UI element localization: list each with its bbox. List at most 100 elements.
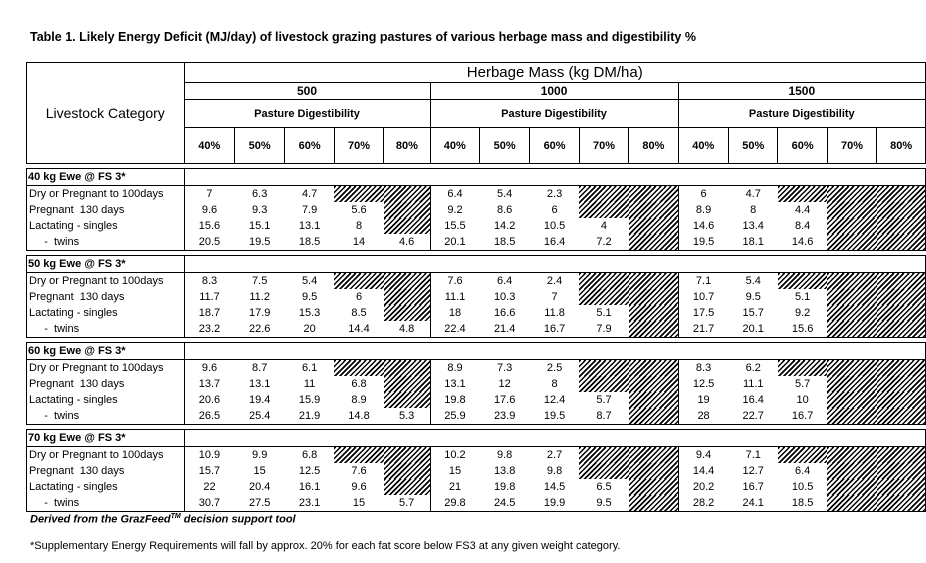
value-cell: 5.4 (745, 275, 761, 287)
hatched-cell (876, 234, 926, 251)
table-row: - twins 26.5 25.4 21.9 14.8 5.3 25.9 23.9 19.5 8.… (26, 408, 926, 425)
value-cell: 4.7 (301, 188, 318, 200)
table-row: Dry or Pregnant to 100days 9.6 8.7 6.1 8.9 7.… (26, 359, 926, 376)
table-row: - twins 20.5 19.5 18.5 14 4.6 20.1 18.5 16.4 7.2 1… (26, 234, 926, 251)
value-cell: 10.9 (183, 446, 235, 463)
value-cell: 18 (429, 305, 480, 321)
value-cell: 14 (334, 234, 384, 251)
table-row: Lactating - singles 22 20.4 16.1 9.6 21 19.8 14… (26, 479, 926, 495)
value-cell: 17.5 (677, 305, 729, 321)
row-label: Dry or Pregnant to 100days (26, 446, 185, 463)
hatched-cell (383, 463, 431, 479)
value-cell: 8.9 (677, 202, 729, 218)
value-cell: 8.9 (429, 359, 480, 376)
livestock-category-header: Livestock Category (26, 62, 185, 164)
value-cell: 4.4 (794, 204, 811, 216)
hatched-cell (628, 479, 679, 495)
hatched-cell (777, 359, 828, 376)
value-cell: 9.5 (745, 291, 761, 303)
value-cell: 8.3 (677, 359, 729, 376)
value-cell: 13.7 (183, 376, 235, 392)
value-cell: 5.6 (351, 204, 367, 216)
value-cell: 11 (303, 378, 316, 390)
value-cell: 7.9 (579, 321, 629, 338)
value-cell: 27.5 (234, 495, 285, 512)
table-row: Pregnant 130 days 13.7 13.1 11 6.8 13.1 12 8 12.… (26, 376, 926, 392)
value-cell: 18.5 (284, 234, 335, 251)
pasture-digestibility-header: Pasture Digestibility (677, 99, 926, 128)
value-cell: 9.4 (677, 446, 729, 463)
value-cell: 12.5 (298, 465, 321, 477)
value-cell: 4 (600, 220, 608, 232)
value-cell: 9.2 (429, 202, 480, 218)
value-cell: 11.1 (742, 378, 764, 390)
value-cell: 22.4 (429, 321, 480, 338)
value-cell: 16.7 (777, 408, 828, 425)
value-cell: 19.9 (529, 495, 580, 512)
hatched-cell (383, 305, 431, 321)
value-cell: 6.2 (745, 362, 761, 374)
row-label: - twins (26, 408, 185, 425)
value-cell: 13.1 (298, 220, 321, 232)
value-cell: 28 (677, 408, 729, 425)
hatched-cell (876, 463, 926, 479)
hatched-cell (827, 392, 877, 408)
value-cell: 22.6 (234, 321, 285, 338)
row-label: Lactating - singles (26, 392, 185, 408)
value-cell: 15.3 (298, 307, 321, 319)
value-cell: 24.5 (479, 495, 530, 512)
value-cell: 6 (677, 185, 729, 202)
hatched-cell (628, 408, 679, 425)
table-row: Pregnant 130 days 15.7 15 12.5 7.6 15 13.8 9.8 1… (26, 463, 926, 479)
value-cell: 14.5 (543, 481, 566, 493)
herbage-mass-1500: 1500 (677, 82, 926, 100)
value-cell: 23.9 (479, 408, 530, 425)
hatched-cell (383, 479, 431, 495)
digestibility-50-header: 50% (728, 127, 779, 164)
value-cell: 12.5 (677, 376, 729, 392)
value-cell: 10.5 (791, 481, 814, 493)
value-cell: 20 (284, 321, 335, 338)
hatched-cell (827, 289, 877, 305)
hatched-cell (383, 446, 431, 463)
value-cell: 19.8 (493, 481, 516, 493)
value-cell: 2.3 (546, 188, 563, 200)
hatched-cell (827, 376, 877, 392)
value-cell: 16.7 (529, 321, 580, 338)
row-label: Dry or Pregnant to 100days (26, 272, 185, 289)
value-cell: 4.6 (383, 234, 431, 251)
digestibility-40-header: 40% (677, 127, 730, 164)
hatched-cell (827, 185, 877, 202)
hatched-cell (628, 185, 679, 202)
value-cell: 5.7 (596, 394, 612, 406)
hatched-cell (383, 185, 431, 202)
digestibility-70-header: 70% (333, 127, 385, 164)
value-cell: 15.1 (248, 220, 271, 232)
table-row: Dry or Pregnant to 100days 8.3 7.5 5.4 7.6 6.… (26, 272, 926, 289)
value-cell: 2.7 (546, 449, 563, 461)
digestibility-80-header: 80% (383, 127, 431, 164)
value-cell: 7.6 (429, 272, 480, 289)
hatched-cell (827, 408, 877, 425)
hatched-cell (876, 495, 926, 512)
hatched-cell (876, 392, 926, 408)
value-cell: 20.5 (183, 234, 235, 251)
value-cell: 12.7 (742, 465, 764, 477)
hatched-cell (628, 289, 679, 305)
value-cell: 19.5 (529, 408, 580, 425)
group-row: 60 kg Ewe @ FS 3* (26, 342, 926, 360)
hatched-cell (334, 359, 384, 376)
value-cell: 18.5 (777, 495, 828, 512)
value-cell: 15 (253, 465, 266, 477)
value-cell: 18.7 (183, 305, 235, 321)
value-cell: 20.1 (429, 234, 480, 251)
value-cell: 21.9 (284, 408, 335, 425)
value-cell: 9.6 (183, 359, 235, 376)
value-cell: 16.6 (493, 307, 516, 319)
row-label: - twins (26, 321, 185, 338)
digestibility-70-header: 70% (826, 127, 878, 164)
hatched-cell (876, 408, 926, 425)
hatched-cell (827, 321, 877, 338)
value-cell: 5.1 (794, 291, 811, 303)
digestibility-80-header: 80% (876, 127, 926, 164)
